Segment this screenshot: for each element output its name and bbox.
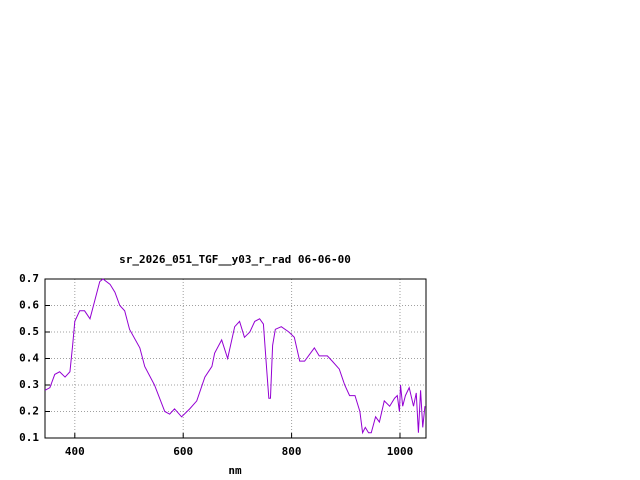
x-tick-label: 800 [282, 445, 302, 458]
x-tick-label: 600 [173, 445, 193, 458]
y-tick-label: 0.5 [19, 325, 39, 338]
plot-frame [44, 278, 427, 439]
y-tick-label: 0.4 [19, 352, 39, 365]
y-tick-label: 0.1 [19, 431, 39, 444]
x-axis-label: nm [228, 464, 242, 477]
y-tick-label: 0.3 [19, 378, 39, 391]
y-tick-label: 0.2 [19, 405, 39, 418]
chart-title: sr_2026_051_TGF__y03_r_rad 06-06-00 [119, 253, 351, 266]
y-tick-label: 0.7 [19, 272, 39, 285]
y-tick-label: 0.6 [19, 299, 39, 312]
data-line [44, 278, 426, 435]
x-tick-label: 1000 [387, 445, 414, 458]
x-tick-label: 400 [65, 445, 85, 458]
